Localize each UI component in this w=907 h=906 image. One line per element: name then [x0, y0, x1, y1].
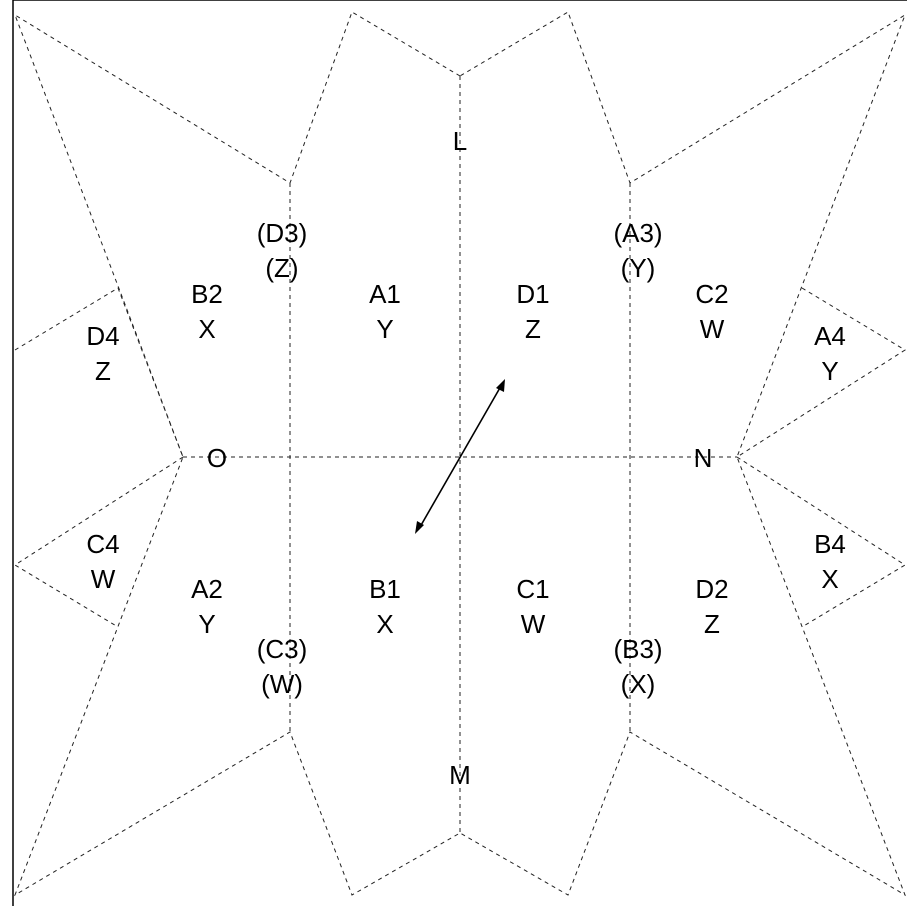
region-c4-bottom: W	[91, 564, 116, 594]
region-c3-top: (C3)	[257, 634, 308, 664]
double-headed-arrow	[415, 379, 505, 534]
frame-border	[12, 0, 907, 906]
region-a1-bottom: Y	[376, 314, 393, 344]
region-c1-top: C1	[516, 574, 549, 604]
region-d3-bottom: (Z)	[265, 253, 298, 283]
region-b2-bottom: X	[198, 314, 215, 344]
fold-right-upper-wing	[736, 287, 906, 458]
star-outline	[14, 11, 906, 897]
region-b2-top: B2	[191, 279, 223, 309]
region-d1-top: D1	[516, 279, 549, 309]
region-b1-bottom: X	[376, 609, 393, 639]
region-d1-bottom: Z	[525, 314, 541, 344]
region-d2-top: D2	[695, 574, 728, 604]
region-d2-bottom: Z	[704, 609, 720, 639]
region-d4-top: D4	[86, 321, 119, 351]
region-c3-bottom: (W)	[261, 669, 303, 699]
region-b3-top: (B3)	[613, 634, 662, 664]
fold-left-lower-wing	[14, 456, 184, 628]
region-a1-top: A1	[369, 279, 401, 309]
region-c2-bottom: W	[700, 314, 725, 344]
label-o: O	[207, 443, 227, 473]
region-b3-bottom: (X)	[621, 669, 656, 699]
region-a3-top: (A3)	[613, 218, 662, 248]
region-a3-bottom: (Y)	[621, 253, 656, 283]
region-b1-top: B1	[369, 574, 401, 604]
region-a4-bottom: Y	[821, 356, 838, 386]
region-c2-top: C2	[695, 279, 728, 309]
region-b4-bottom: X	[821, 564, 838, 594]
region-a4-top: A4	[814, 321, 846, 351]
region-c4-top: C4	[86, 529, 119, 559]
label-n: N	[694, 443, 713, 473]
label-m: M	[449, 760, 471, 790]
arrow-head-lower	[415, 521, 424, 534]
region-c1-bottom: W	[521, 609, 546, 639]
arrow-head-upper	[496, 379, 505, 392]
label-l: L	[453, 126, 467, 156]
fold-right-lower-wing	[736, 456, 906, 628]
region-a2-bottom: Y	[198, 609, 215, 639]
region-d3-top: (D3)	[257, 218, 308, 248]
region-a2-top: A2	[191, 574, 223, 604]
region-d4-bottom: Z	[95, 356, 111, 386]
fold-left-upper-wing	[14, 287, 184, 458]
region-b4-top: B4	[814, 529, 846, 559]
